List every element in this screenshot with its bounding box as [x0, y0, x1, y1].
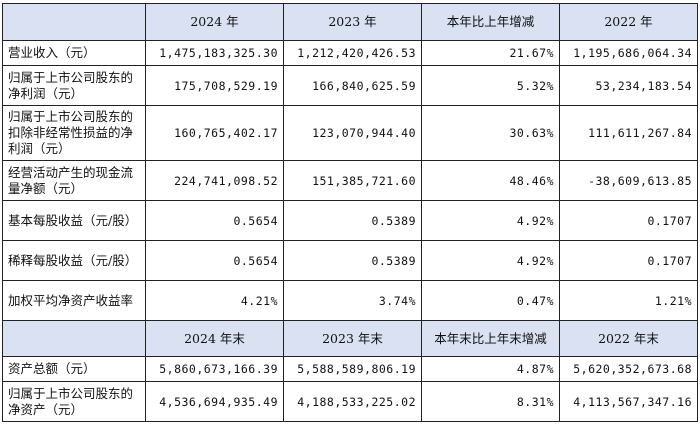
cell-change: 4.92% — [421, 200, 560, 241]
cell-2024: 4.21% — [145, 280, 284, 321]
cell-2022: 1.21% — [559, 280, 698, 321]
cell-change: 0.47% — [421, 280, 560, 321]
cell-2023: 151,385,721.60 — [283, 160, 422, 201]
row-label: 经营活动产生的现金流量净额（元） — [2, 160, 146, 201]
row-label: 稀释每股收益（元/股） — [2, 240, 146, 281]
header-col-2022: 2022 年 — [559, 3, 698, 41]
cell-2023: 123,070,944.40 — [283, 105, 422, 161]
financial-summary-table: 2024 年 2023 年 本年比上年增减 2022 年 营业收入（元） 1,4… — [2, 3, 698, 422]
row-label: 归属于上市公司股东的净利润（元） — [2, 65, 146, 106]
cell-2022-end: 5,620,352,673.68 — [559, 356, 698, 382]
cell-2022: 111,611,267.84 — [559, 105, 698, 161]
cell-2022-end: 4,113,567,347.16 — [559, 381, 698, 422]
table-row-basic-eps: 基本每股收益（元/股） 0.5654 0.5389 4.92% 0.1707 — [2, 200, 698, 241]
row-label: 归属于上市公司股东的净资产（元） — [2, 381, 146, 422]
header-col-2024: 2024 年 — [145, 3, 284, 41]
cell-2023: 0.5389 — [283, 240, 422, 281]
cell-2023-end: 5,588,589,806.19 — [283, 356, 422, 382]
cell-2024: 160,765,402.17 — [145, 105, 284, 161]
header-row-year-end: 2024 年末 2023 年末 本年末比上年末增减 2022 年末 — [2, 320, 698, 357]
header-col-yoy-end-change: 本年末比上年末增减 — [421, 320, 560, 357]
table-row-net-profit-deducted: 归属于上市公司股东的扣除非经常性损益的净利润（元） 160,765,402.17… — [2, 105, 698, 161]
header-col-2022-end: 2022 年末 — [559, 320, 698, 357]
cell-change: 5.32% — [421, 65, 560, 106]
cell-2022: 0.1707 — [559, 240, 698, 281]
cell-change: 48.46% — [421, 160, 560, 201]
row-label: 基本每股收益（元/股） — [2, 200, 146, 241]
cell-2023-end: 4,188,533,225.02 — [283, 381, 422, 422]
cell-2023: 166,840,625.59 — [283, 65, 422, 106]
header-corner-cell — [2, 3, 146, 41]
cell-change: 4.92% — [421, 240, 560, 281]
row-label: 营业收入（元） — [2, 40, 146, 66]
cell-2022: 1,195,686,064.34 — [559, 40, 698, 66]
header-col-2023: 2023 年 — [283, 3, 422, 41]
cell-2024-end: 5,860,673,166.39 — [145, 356, 284, 382]
cell-2023: 0.5389 — [283, 200, 422, 241]
cell-2022: -38,609,613.85 — [559, 160, 698, 201]
row-label: 归属于上市公司股东的扣除非经常性损益的净利润（元） — [2, 105, 146, 161]
cell-change: 4.87% — [421, 356, 560, 382]
table-row-weighted-roe: 加权平均净资产收益率 4.21% 3.74% 0.47% 1.21% — [2, 280, 698, 321]
header-col-yoy-change: 本年比上年增减 — [421, 3, 560, 41]
cell-2024: 0.5654 — [145, 200, 284, 241]
cell-2024: 0.5654 — [145, 240, 284, 281]
cell-change: 21.67% — [421, 40, 560, 66]
cell-change: 8.31% — [421, 381, 560, 422]
row-label: 资产总额（元） — [2, 356, 146, 382]
row-label: 加权平均净资产收益率 — [2, 280, 146, 321]
cell-2022: 0.1707 — [559, 200, 698, 241]
header-corner-cell — [2, 320, 146, 357]
header-row-annual: 2024 年 2023 年 本年比上年增减 2022 年 — [2, 3, 698, 41]
cell-change: 30.63% — [421, 105, 560, 161]
table-row-diluted-eps: 稀释每股收益（元/股） 0.5654 0.5389 4.92% 0.1707 — [2, 240, 698, 281]
cell-2024: 224,741,098.52 — [145, 160, 284, 201]
cell-2024-end: 4,536,694,935.49 — [145, 381, 284, 422]
header-col-2023-end: 2023 年末 — [283, 320, 422, 357]
header-col-2024-end: 2024 年末 — [145, 320, 284, 357]
cell-2022: 53,234,183.54 — [559, 65, 698, 106]
financial-table-container: 2024 年 2023 年 本年比上年增减 2022 年 营业收入（元） 1,4… — [2, 3, 698, 422]
table-row-net-profit: 归属于上市公司股东的净利润（元） 175,708,529.19 166,840,… — [2, 65, 698, 106]
cell-2023: 1,212,420,426.53 — [283, 40, 422, 66]
table-row-revenue: 营业收入（元） 1,475,183,325.30 1,212,420,426.5… — [2, 40, 698, 66]
table-row-total-assets: 资产总额（元） 5,860,673,166.39 5,588,589,806.1… — [2, 356, 698, 382]
cell-2023: 3.74% — [283, 280, 422, 321]
cell-2024: 175,708,529.19 — [145, 65, 284, 106]
table-row-net-assets: 归属于上市公司股东的净资产（元） 4,536,694,935.49 4,188,… — [2, 381, 698, 422]
table-row-operating-cash-flow: 经营活动产生的现金流量净额（元） 224,741,098.52 151,385,… — [2, 160, 698, 201]
cell-2024: 1,475,183,325.30 — [145, 40, 284, 66]
